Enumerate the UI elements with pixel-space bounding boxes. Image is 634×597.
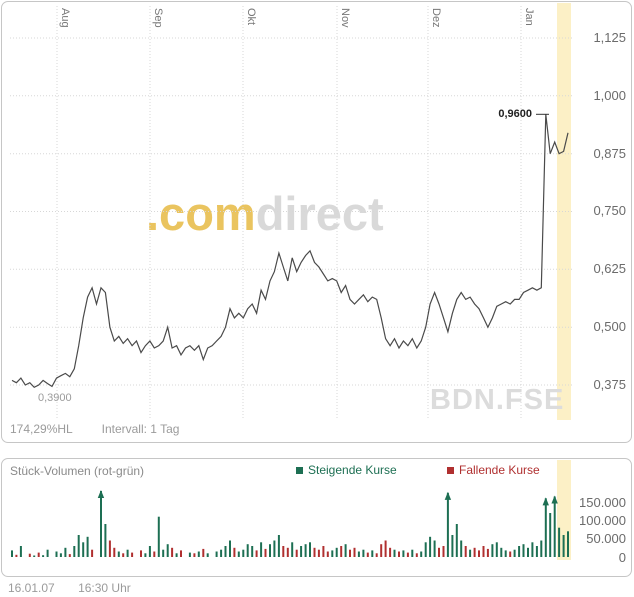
price-axis-label: 1,000 — [593, 88, 626, 103]
volume-bars — [11, 490, 569, 557]
high-price-annotation: 0,9600 — [498, 108, 532, 120]
comdirect-watermark-gold: .com — [146, 187, 256, 240]
falling-legend-label: Fallende Kurse — [459, 463, 540, 477]
falling-legend-swatch — [447, 467, 454, 474]
x-axis-month-label: Sep — [152, 8, 164, 28]
latest-session-highlight-price — [557, 3, 571, 420]
volume-axis-label: 50.000 — [586, 531, 626, 546]
x-axis-month-label: Okt — [245, 8, 257, 26]
price-axis-label: 0,625 — [593, 261, 626, 276]
time-label: 16:30 Uhr — [78, 581, 131, 595]
x-axis-month-label: Dez — [430, 8, 442, 28]
volume-axis-label: 100.000 — [579, 513, 626, 528]
rising-legend-swatch — [296, 467, 303, 474]
price-axis-label: 0,875 — [593, 146, 626, 161]
x-axis-month-label: Nov — [339, 8, 351, 28]
interval-label: Intervall: 1 Tag — [101, 422, 180, 436]
volume-chart-panel — [1, 458, 632, 577]
price-line — [11, 114, 569, 389]
price-axis-label: 0,500 — [593, 319, 626, 334]
price-chart-panel — [1, 1, 632, 443]
price-axis-label: 0,375 — [593, 377, 626, 392]
price-axis-label: 0,750 — [593, 203, 626, 218]
comdirect-watermark-gray: direct — [255, 187, 384, 240]
price-axis-label: 1,125 — [593, 30, 626, 45]
x-axis-month-label: Aug — [59, 8, 71, 28]
comdirect-watermark: .comdirect — [146, 186, 384, 241]
rising-legend-label: Steigende Kurse — [308, 463, 397, 477]
timestamp-footer: 16.01.07 16:30 Uhr — [8, 581, 131, 595]
volume-title: Stück-Volumen (rot-grün) — [10, 464, 145, 478]
date-label: 16.01.07 — [8, 581, 55, 595]
symbol-watermark: BDN.FSE — [430, 384, 565, 416]
x-axis-month-label: Jan — [523, 8, 535, 26]
price-chart-footer: 174,29%HL Intervall: 1 Tag — [10, 422, 179, 436]
change-percent-label: 174,29%HL — [10, 422, 73, 436]
volume-axis-label: 0 — [618, 550, 626, 565]
low-price-annotation: 0,3900 — [38, 392, 72, 404]
gridlines — [10, 6, 572, 420]
volume-axis-label: 150.000 — [579, 495, 626, 510]
